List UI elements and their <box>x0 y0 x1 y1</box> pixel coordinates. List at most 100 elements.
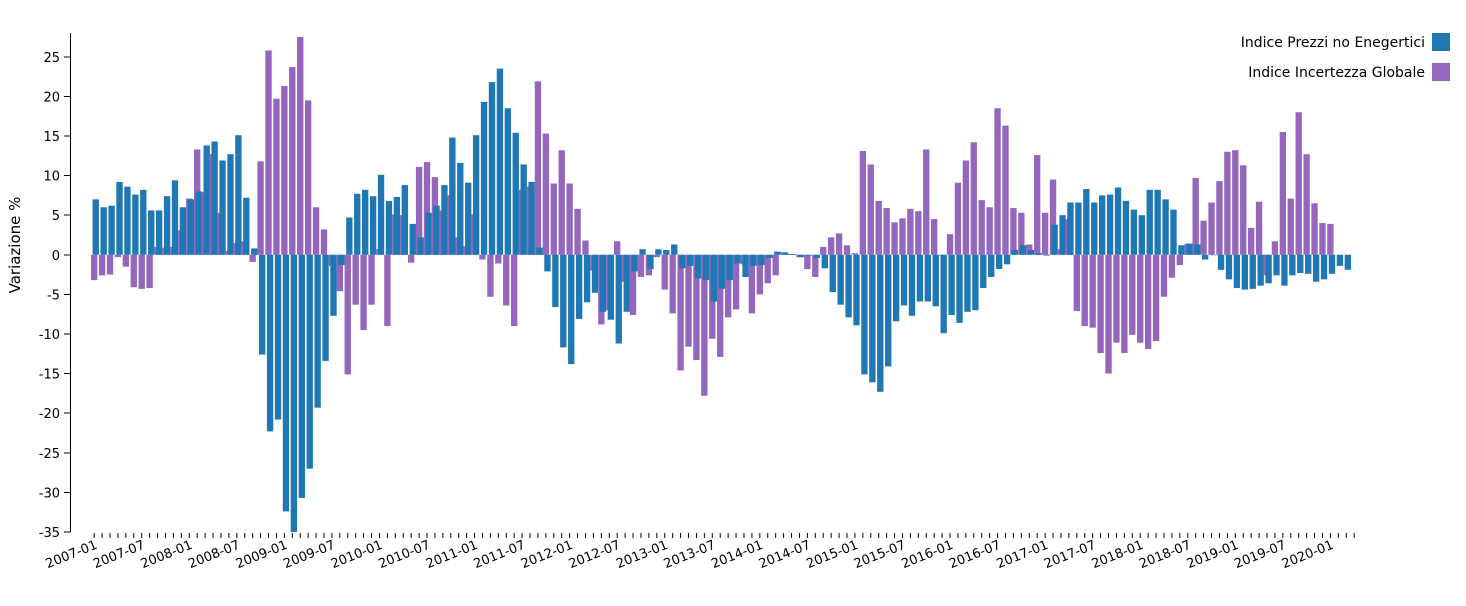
prezzi-bar-32[interactable] <box>346 217 353 255</box>
incertezza-bar-129[interactable] <box>1113 254 1120 343</box>
prezzi-bar-106[interactable] <box>932 254 939 307</box>
prezzi-bar-46[interactable] <box>457 162 464 255</box>
prezzi-bar-133[interactable] <box>1146 189 1153 255</box>
prezzi-bar-30[interactable] <box>330 254 337 316</box>
incertezza-bar-126[interactable] <box>1089 254 1096 328</box>
incertezza-bar-24[interactable] <box>281 86 288 255</box>
incertezza-bar-81[interactable] <box>732 254 740 310</box>
incertezza-bar-77[interactable] <box>701 254 708 396</box>
prezzi-bar-116[interactable] <box>1011 250 1019 255</box>
incertezza-bar-150[interactable] <box>1279 132 1287 255</box>
prezzi-bar-19[interactable] <box>243 197 250 255</box>
incertezza-bar-52[interactable] <box>503 254 510 306</box>
prezzi-bar-67[interactable] <box>623 254 630 312</box>
incertezza-bar-32[interactable] <box>344 254 351 375</box>
prezzi-bar-8[interactable] <box>155 210 163 255</box>
prezzi-bar-129[interactable] <box>1114 187 1122 255</box>
incertezza-bar-105[interactable] <box>923 149 930 255</box>
incertezza-bar-22[interactable] <box>265 50 272 255</box>
prezzi-bar-14[interactable] <box>203 145 210 255</box>
incertezza-bar-144[interactable] <box>1232 150 1239 255</box>
prezzi-bar-143[interactable] <box>1225 254 1233 280</box>
prezzi-bar-10[interactable] <box>171 180 179 255</box>
prezzi-bar-43[interactable] <box>433 205 440 255</box>
prezzi-bar-17[interactable] <box>227 154 234 255</box>
prezzi-bar-83[interactable] <box>750 254 757 266</box>
prezzi-bar-29[interactable] <box>322 254 329 361</box>
incertezza-bar-116[interactable] <box>1010 208 1017 255</box>
incertezza-bar-106[interactable] <box>931 219 938 255</box>
prezzi-bar-36[interactable] <box>377 174 385 255</box>
incertezza-bar-96[interactable] <box>851 253 859 255</box>
incertezza-bar-147[interactable] <box>1255 201 1263 255</box>
incertezza-bar-28[interactable] <box>312 207 320 255</box>
prezzi-bar-60[interactable] <box>568 254 575 365</box>
incertezza-bar-94[interactable] <box>835 233 843 255</box>
prezzi-bar-20[interactable] <box>251 248 258 255</box>
incertezza-bar-98[interactable] <box>867 164 874 255</box>
incertezza-bar-49[interactable] <box>479 254 486 260</box>
prezzi-bar-147[interactable] <box>1257 254 1264 286</box>
prezzi-bar-85[interactable] <box>766 254 773 258</box>
prezzi-bar-21[interactable] <box>259 254 266 355</box>
prezzi-bar-148[interactable] <box>1265 254 1272 284</box>
prezzi-bar-27[interactable] <box>306 254 313 469</box>
prezzi-bar-12[interactable] <box>187 199 195 255</box>
incertezza-bar-103[interactable] <box>907 208 914 255</box>
prezzi-bar-5[interactable] <box>132 194 139 255</box>
prezzi-bar-73[interactable] <box>671 244 678 255</box>
prezzi-bar-103[interactable] <box>908 254 916 316</box>
incertezza-bar-117[interactable] <box>1018 212 1025 255</box>
incertezza-bar-53[interactable] <box>511 254 518 327</box>
prezzi-bar-52[interactable] <box>504 108 511 255</box>
incertezza-bar-91[interactable] <box>812 254 819 277</box>
prezzi-bar-92[interactable] <box>821 254 828 269</box>
prezzi-bar-80[interactable] <box>726 254 733 281</box>
incertezza-bar-151[interactable] <box>1287 198 1294 255</box>
incertezza-bar-99[interactable] <box>875 200 882 255</box>
incertezza-bar-0[interactable] <box>91 254 98 281</box>
incertezza-bar-130[interactable] <box>1121 254 1128 353</box>
incertezza-bar-35[interactable] <box>368 254 375 305</box>
prezzi-bar-50[interactable] <box>488 82 496 255</box>
prezzi-bar-126[interactable] <box>1091 202 1098 255</box>
incertezza-bar-121[interactable] <box>1049 179 1057 255</box>
incertezza-bar-119[interactable] <box>1034 154 1041 255</box>
incertezza-bar-113[interactable] <box>986 207 993 255</box>
prezzi-bar-117[interactable] <box>1019 245 1027 255</box>
incertezza-bar-79[interactable] <box>717 254 724 357</box>
prezzi-bar-88[interactable] <box>789 253 797 255</box>
prezzi-bar-2[interactable] <box>108 205 115 255</box>
prezzi-bar-39[interactable] <box>401 185 408 255</box>
prezzi-bar-64[interactable] <box>599 254 607 312</box>
incertezza-bar-128[interactable] <box>1105 254 1112 374</box>
incertezza-bar-4[interactable] <box>122 254 130 267</box>
prezzi-bar-31[interactable] <box>338 254 345 266</box>
incertezza-bar-112[interactable] <box>978 200 985 255</box>
prezzi-bar-142[interactable] <box>1217 254 1225 270</box>
incertezza-bar-72[interactable] <box>661 254 668 290</box>
incertezza-bar-59[interactable] <box>558 150 565 255</box>
incertezza-bar-132[interactable] <box>1137 254 1144 343</box>
incertezza-bar-110[interactable] <box>962 160 970 255</box>
incertezza-bar-73[interactable] <box>669 254 676 314</box>
prezzi-bar-22[interactable] <box>266 254 274 432</box>
prezzi-bar-69[interactable] <box>639 249 646 255</box>
incertezza-bar-111[interactable] <box>970 142 977 255</box>
prezzi-bar-140[interactable] <box>1202 254 1209 260</box>
incertezza-bar-146[interactable] <box>1247 227 1255 255</box>
incertezza-bar-125[interactable] <box>1081 254 1088 327</box>
incertezza-bar-7[interactable] <box>146 254 153 289</box>
incertezza-bar-137[interactable] <box>1176 254 1183 266</box>
prezzi-bar-18[interactable] <box>235 135 242 255</box>
incertezza-bar-97[interactable] <box>859 151 867 255</box>
prezzi-bar-114[interactable] <box>995 254 1003 270</box>
prezzi-bar-112[interactable] <box>980 254 987 289</box>
incertezza-bar-134[interactable] <box>1152 254 1160 342</box>
prezzi-bar-54[interactable] <box>520 164 527 255</box>
prezzi-bar-93[interactable] <box>829 254 836 293</box>
incertezza-bar-93[interactable] <box>827 237 835 255</box>
prezzi-bar-6[interactable] <box>140 189 147 255</box>
prezzi-bar-157[interactable] <box>1336 254 1344 266</box>
prezzi-bar-66[interactable] <box>615 254 622 344</box>
